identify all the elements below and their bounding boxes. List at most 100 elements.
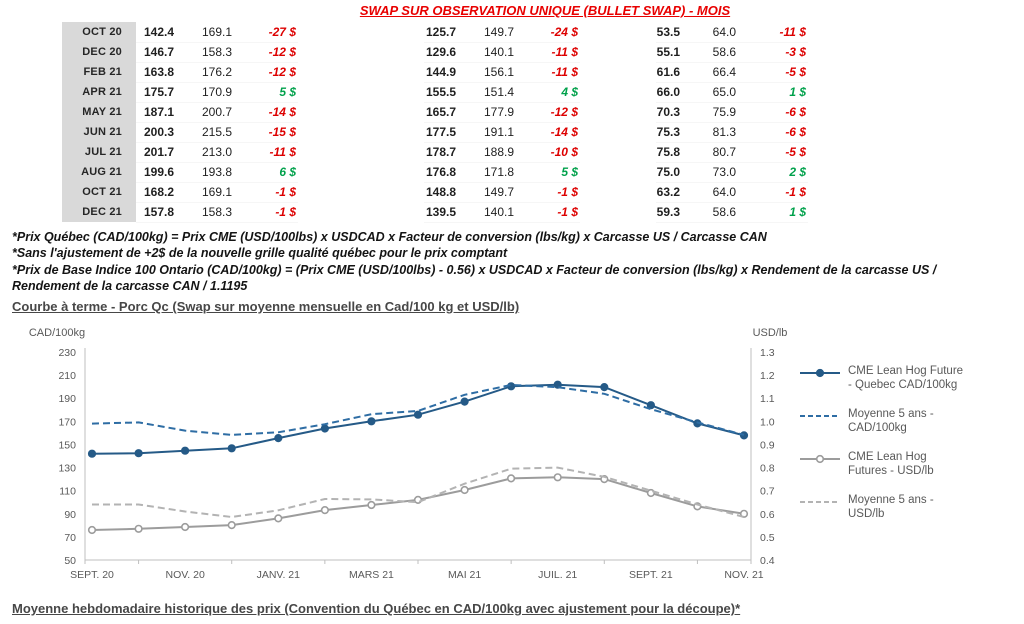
- column-spacer: [580, 122, 656, 143]
- legend-item: Moyenne 5 ans - CAD/100kg: [799, 407, 1019, 435]
- forward-curve-chart: CAD/100kg USD/lb 230 210 190 170 150 130 110 90 70…: [0, 320, 1024, 598]
- series-marker: [646, 401, 656, 410]
- price-cell: 139.5: [424, 202, 458, 223]
- series-marker: [367, 500, 376, 510]
- series-marker: [320, 506, 330, 515]
- series-marker: [413, 410, 423, 419]
- series-marker: [87, 449, 97, 458]
- avg-5yr-cell: 158.3: [176, 202, 234, 223]
- avg-5yr-cell: 140.1: [458, 42, 516, 63]
- series-line: [92, 466, 745, 519]
- report-title: SWAP SUR OBSERVATION UNIQUE (BULLET SWAP…: [359, 3, 731, 18]
- series-marker: [553, 473, 562, 482]
- price-cell: 175.7: [136, 82, 176, 103]
- avg-5yr-cell: 188.9: [458, 142, 516, 163]
- x-axis-tick-label: SEPT. 20: [70, 569, 114, 581]
- column-spacer: [580, 102, 656, 123]
- series-marker: [507, 474, 516, 483]
- x-axis-tick-label: MARS 21: [349, 569, 394, 581]
- diff-cell: 1 $: [738, 202, 808, 223]
- row-month-label: FEB 21: [62, 62, 136, 83]
- avg-5yr-cell: 156.1: [458, 62, 516, 83]
- row-month-label: OCT 20: [62, 22, 136, 43]
- series-marker: [320, 424, 330, 433]
- right-axis-tick-label: 1.0: [760, 416, 775, 428]
- series-marker: [553, 380, 562, 389]
- avg-5yr-cell: 66.4: [682, 62, 738, 83]
- price-cell: 163.8: [136, 62, 176, 83]
- price-cell: 144.9: [424, 62, 458, 83]
- footnote-ontario-base: *Prix de Base Indice 100 Ontario (CAD/10…: [12, 262, 937, 294]
- column-spacer: [298, 162, 424, 183]
- forward-curve-svg: CAD/100kg USD/lb 230 210 190 170 150 130 110 90 70…: [29, 327, 788, 581]
- right-axis-tick-label: 0.4: [760, 555, 775, 567]
- left-axis-tick-label: 230: [58, 347, 76, 359]
- price-cell: 142.4: [136, 22, 176, 43]
- footnotes: *Prix Québec (CAD/100kg) = Prix CME (USD…: [12, 229, 1000, 295]
- price-cell: 75.8: [656, 142, 682, 163]
- table-row: JUN 21 200.3 215.5 -15 $ 177.5 191.1 -14 $ 75.3…: [62, 122, 808, 143]
- left-axis-tick-label: 150: [58, 439, 76, 451]
- column-spacer: [580, 142, 656, 163]
- diff-cell: -11 $: [738, 22, 808, 43]
- column-spacer: [580, 202, 656, 223]
- right-axis-title: USD/lb: [753, 327, 788, 339]
- column-spacer: [298, 62, 424, 83]
- series-marker: [134, 524, 143, 533]
- right-axis-tick-label: 1.3: [760, 347, 775, 359]
- price-cell: 70.3: [656, 102, 682, 123]
- diff-cell: -1 $: [516, 202, 580, 223]
- price-cell: 157.8: [136, 202, 176, 223]
- avg-5yr-cell: 200.7: [176, 102, 234, 123]
- diff-cell: -1 $: [516, 182, 580, 203]
- avg-5yr-cell: 170.9: [176, 82, 234, 103]
- row-month-label: MAY 21: [62, 102, 136, 123]
- column-spacer: [580, 22, 656, 43]
- price-cell: 165.7: [424, 102, 458, 123]
- avg-5yr-cell: 215.5: [176, 122, 234, 143]
- diff-cell: -1 $: [234, 202, 298, 223]
- series-line: [91, 383, 745, 436]
- right-axis-tick-label: 1.1: [760, 393, 775, 405]
- diff-cell: -1 $: [738, 182, 808, 203]
- series-marker: [134, 449, 143, 458]
- avg-5yr-cell: 169.1: [176, 182, 234, 203]
- price-cell: 199.6: [136, 162, 176, 183]
- table-row: JUL 21 201.7 213.0 -11 $ 178.7 188.9 -10 $ 75.8…: [62, 142, 808, 163]
- column-spacer: [298, 102, 424, 123]
- price-cell: 200.3: [136, 122, 176, 143]
- series-marker: [460, 397, 469, 406]
- series-marker: [274, 514, 283, 523]
- price-cell: 146.7: [136, 42, 176, 63]
- column-spacer: [298, 122, 424, 143]
- diff-cell: 5 $: [234, 82, 298, 103]
- left-axis-title: CAD/100kg: [29, 327, 85, 339]
- series-marker: [87, 525, 97, 535]
- price-cell: 129.6: [424, 42, 458, 63]
- column-spacer: [580, 62, 656, 83]
- row-month-label: APR 21: [62, 82, 136, 103]
- avg-5yr-cell: 158.3: [176, 42, 234, 63]
- price-cell: 53.5: [656, 22, 682, 43]
- avg-5yr-cell: 80.7: [682, 142, 738, 163]
- x-axis-tick-label: NOV. 21: [724, 569, 763, 581]
- avg-5yr-cell: 58.6: [682, 202, 738, 223]
- price-cell: 75.0: [656, 162, 682, 183]
- column-spacer: [298, 82, 424, 103]
- legend-line-sample-icon: [800, 501, 840, 503]
- series-marker: [600, 382, 609, 392]
- right-axis-tick-label: 0.9: [760, 439, 775, 451]
- swap-table: OCT 20 142.4 169.1 -27 $125.7 149.7 -24 $53.5…: [62, 22, 808, 223]
- diff-cell: -15 $: [234, 122, 298, 143]
- row-month-label: DEC 21: [62, 202, 136, 223]
- table-row: FEB 21 163.8 176.2 -12 $ 144.9 156.1 -11 $ 61.6…: [62, 62, 808, 83]
- avg-5yr-cell: 213.0: [176, 142, 234, 163]
- diff-cell: -11 $: [516, 62, 580, 83]
- series-marker: [367, 417, 376, 426]
- series-marker: [181, 446, 190, 455]
- avg-5yr-cell: 73.0: [682, 162, 738, 183]
- table-row: MAY 21 187.1 200.7 -14 $ 165.7 177.9 -12 $ 70.3…: [62, 102, 808, 123]
- right-axis-tick-label: 0.6: [760, 509, 775, 521]
- diff-cell: -5 $: [738, 142, 808, 163]
